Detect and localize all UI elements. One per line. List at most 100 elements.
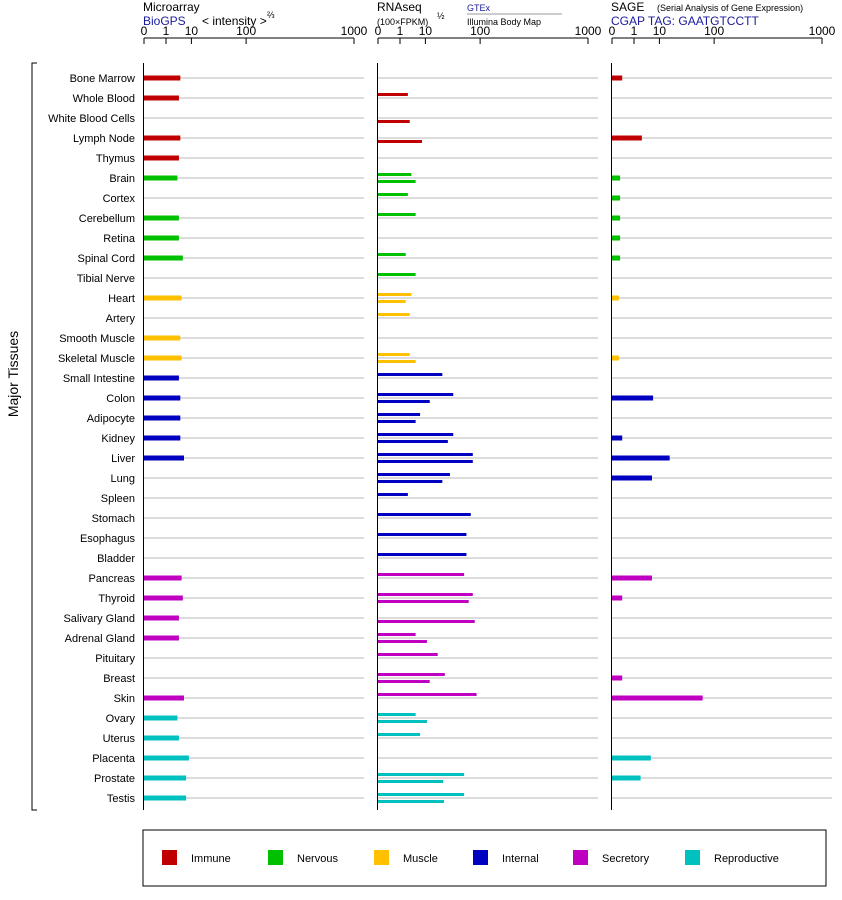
tissue-label: Brain [109, 173, 135, 185]
rnaseq-illumina-bar [378, 800, 444, 803]
legend-label: Reproductive [714, 853, 779, 865]
rnaseq-gtex-bar [378, 573, 465, 576]
tissue-label: Whole Blood [73, 93, 135, 105]
y-axis-label: Major Tissues [5, 331, 21, 417]
microarray-measure: < intensity > [202, 14, 267, 28]
tissue-label: Spinal Cord [78, 253, 135, 265]
legend-label: Immune [191, 853, 231, 865]
sage-tick-label: 1000 [809, 24, 836, 38]
tissue-label: Lung [111, 473, 135, 485]
microarray-tick-label: 10 [185, 24, 199, 38]
microarray-bar [144, 335, 181, 341]
tissue-label: Ovary [106, 713, 136, 725]
rnaseq-tick-label: 0 [375, 24, 382, 38]
microarray-tick-label: 100 [236, 24, 256, 38]
tissue-label: Bladder [97, 553, 135, 565]
microarray-exponent: ⅔ [267, 10, 275, 20]
sage-bar [612, 595, 623, 601]
rnaseq-illumina-bar [378, 180, 416, 183]
tissue-label: Colon [106, 393, 135, 405]
illumina-source: Illumina Body Map [467, 17, 541, 27]
legend-label: Muscle [403, 853, 438, 865]
microarray-bar [144, 695, 184, 701]
bars-layer [144, 75, 703, 803]
rnaseq-gtex-bar [378, 313, 410, 316]
rnaseq-gtex-bar [378, 93, 408, 96]
sage-bar [612, 135, 642, 141]
microarray-tick-label: 0 [141, 24, 148, 38]
sage-bar [612, 675, 623, 681]
rnaseq-illumina-bar [378, 460, 473, 463]
microarray-bar [144, 155, 179, 161]
legend-swatch [374, 850, 389, 865]
microarray-header: Microarray BioGPS < intensity > ⅔ [143, 0, 275, 28]
sage-bar [612, 215, 621, 221]
tissue-label: Smooth Muscle [59, 333, 135, 345]
legend-swatch [268, 850, 283, 865]
rnaseq-illumina-bar [378, 360, 416, 363]
rnaseq-tick-label: 10 [419, 24, 433, 38]
tissue-label: Kidney [101, 433, 135, 445]
rnaseq-gtex-bar [378, 473, 450, 476]
microarray-bar [144, 255, 183, 261]
sage-bar [612, 775, 641, 781]
sage-bar [612, 255, 621, 261]
rnaseq-gtex-bar [378, 593, 473, 596]
sage-subtitle: (Serial Analysis of Gene Expression) [657, 3, 803, 13]
tissue-label: Adrenal Gland [65, 633, 135, 645]
microarray-bar [144, 795, 187, 801]
tissue-label: Spleen [101, 493, 135, 505]
microarray-bar [144, 95, 179, 101]
microarray-bar [144, 415, 181, 421]
tissue-label: Skeletal Muscle [58, 353, 135, 365]
tissue-label: Heart [108, 293, 135, 305]
sage-tick-label: 1 [631, 24, 638, 38]
tissue-label: Breast [103, 673, 135, 685]
rnaseq-illumina-bar [378, 600, 469, 603]
rnaseq-gtex-bar [378, 693, 477, 696]
sage-bar [612, 455, 670, 461]
rnaseq-illumina-bar [378, 140, 422, 143]
tissue-label: Pancreas [89, 573, 136, 585]
microarray-bar [144, 75, 181, 81]
microarray-bar [144, 755, 189, 761]
tissue-label: Thymus [96, 153, 136, 165]
microarray-bar [144, 435, 181, 441]
rnaseq-gtex-bar [378, 653, 438, 656]
gtex-source: GTEx [467, 3, 491, 13]
tissue-label: Pituitary [95, 653, 135, 665]
legend-label: Nervous [297, 853, 338, 865]
tissue-label: Tibial Nerve [77, 273, 135, 285]
microarray-bar [144, 595, 183, 601]
rnaseq-illumina-bar [378, 680, 430, 683]
rnaseq-illumina-bar [378, 120, 410, 123]
legend-swatch [473, 850, 488, 865]
microarray-tick-label: 1000 [341, 24, 368, 38]
microarray-title: Microarray [143, 0, 200, 14]
rnaseq-title: RNAseq [377, 0, 422, 14]
tissue-label: Lymph Node [73, 133, 135, 145]
tissue-label: Bone Marrow [70, 73, 135, 85]
rnaseq-tick-label: 100 [470, 24, 490, 38]
microarray-bar [144, 635, 179, 641]
sage-bar [612, 755, 651, 761]
sage-bar [612, 475, 652, 481]
tissue-label: Thyroid [98, 593, 135, 605]
rnaseq-header: RNAseq (100×FPKM) ½ GTEx Illumina Body M… [377, 0, 562, 27]
rnaseq-illumina-bar [378, 440, 448, 443]
microarray-bar [144, 135, 181, 141]
sage-tick-label: 0 [609, 24, 616, 38]
rnaseq-gtex-bar [378, 453, 473, 456]
legend: Immune Nervous Muscle Internal Secretory Repr… [162, 850, 779, 865]
microarray-bar [144, 775, 187, 781]
rnaseq-gtex-bar [378, 673, 445, 676]
rnaseq-tick-label: 1000 [575, 24, 602, 38]
rnaseq-gtex-bar [378, 713, 416, 716]
sage-tick-label: 10 [653, 24, 667, 38]
tissue-label: Testis [107, 793, 136, 805]
tissue-label: Skin [114, 693, 135, 705]
microarray-bar [144, 715, 178, 721]
rnaseq-tick-label: 1 [397, 24, 404, 38]
rnaseq-illumina-bar [378, 640, 427, 643]
